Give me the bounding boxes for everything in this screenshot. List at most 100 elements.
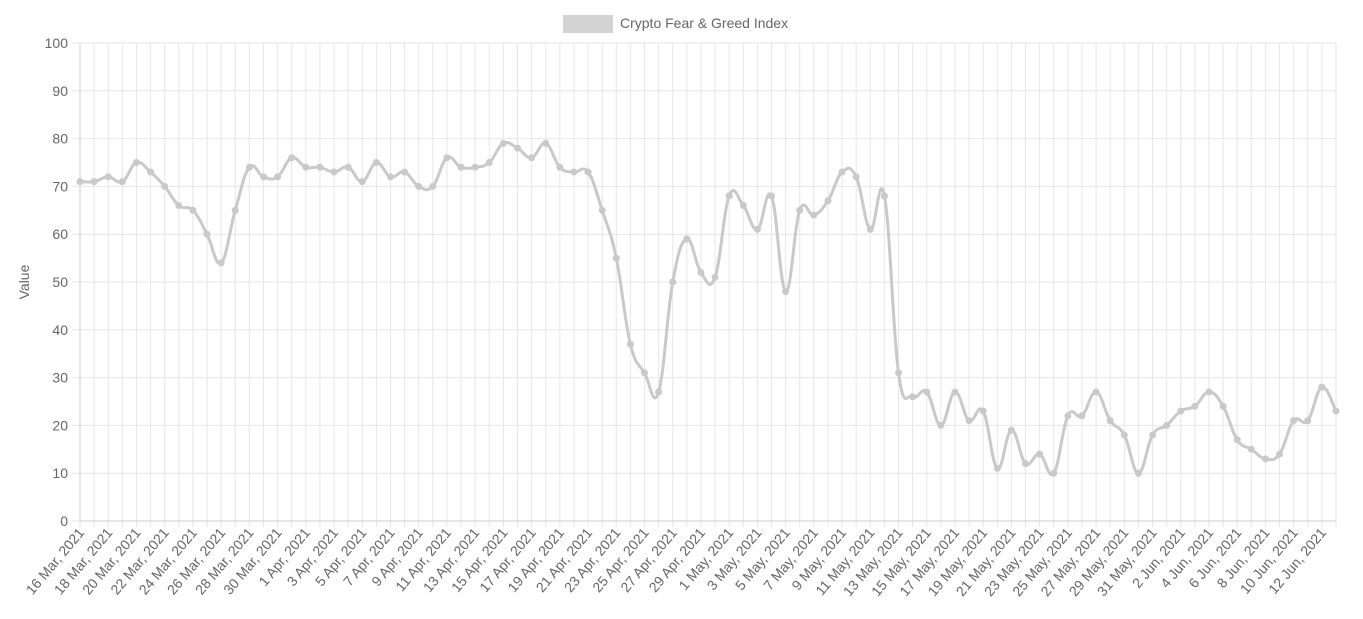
data-point[interactable] (1205, 388, 1213, 396)
data-point[interactable] (1247, 445, 1255, 453)
data-point[interactable] (189, 206, 197, 214)
data-point[interactable] (457, 163, 465, 171)
data-point[interactable] (372, 159, 380, 166)
data-point[interactable] (1304, 417, 1312, 425)
y-tick-label: 20 (52, 417, 68, 433)
data-point[interactable] (513, 144, 521, 152)
data-point[interactable] (1276, 450, 1284, 458)
legend-label: Crypto Fear & Greed Index (620, 15, 788, 31)
data-point[interactable] (683, 235, 691, 243)
data-point[interactable] (1064, 412, 1072, 420)
data-point[interactable] (231, 206, 239, 214)
data-point[interactable] (104, 173, 112, 181)
data-point[interactable] (1134, 469, 1142, 477)
data-point[interactable] (824, 197, 832, 205)
data-point[interactable] (655, 388, 663, 396)
y-tick-label: 60 (52, 226, 68, 242)
data-point[interactable] (937, 421, 945, 429)
data-point[interactable] (866, 225, 874, 233)
data-point[interactable] (725, 192, 733, 200)
data-point[interactable] (923, 388, 931, 396)
data-point[interactable] (1092, 388, 1100, 396)
data-point[interactable] (330, 168, 338, 176)
data-point[interactable] (753, 225, 761, 233)
data-point[interactable] (796, 206, 804, 214)
data-point[interactable] (499, 139, 507, 147)
data-point[interactable] (1007, 426, 1015, 434)
data-point[interactable] (626, 340, 634, 348)
data-point[interactable] (909, 393, 917, 401)
data-point[interactable] (147, 168, 155, 176)
y-tick-label: 10 (52, 465, 68, 481)
data-point[interactable] (1149, 431, 1157, 439)
data-point[interactable] (316, 163, 324, 171)
data-point[interactable] (1177, 407, 1185, 415)
data-point[interactable] (640, 369, 648, 377)
data-point[interactable] (965, 417, 973, 425)
data-point[interactable] (1318, 383, 1326, 391)
data-point[interactable] (217, 259, 225, 267)
data-point[interactable] (471, 163, 479, 171)
data-point[interactable] (895, 369, 903, 377)
data-point[interactable] (838, 168, 846, 176)
data-point[interactable] (810, 211, 818, 219)
data-point[interactable] (542, 139, 550, 147)
data-point[interactable] (598, 206, 606, 214)
data-point[interactable] (1332, 407, 1340, 415)
data-point[interactable] (1050, 469, 1058, 477)
data-point[interactable] (612, 254, 620, 262)
data-point[interactable] (1219, 402, 1227, 410)
data-point[interactable] (132, 159, 140, 166)
data-point[interactable] (1261, 455, 1269, 463)
legend-swatch (563, 15, 613, 33)
data-point[interactable] (993, 464, 1001, 472)
data-point[interactable] (76, 178, 84, 186)
data-point[interactable] (401, 168, 409, 176)
data-point[interactable] (979, 407, 987, 415)
data-point[interactable] (386, 173, 394, 181)
data-point[interactable] (1163, 421, 1171, 429)
data-point[interactable] (203, 230, 211, 238)
data-point[interactable] (1022, 460, 1030, 468)
data-point[interactable] (1120, 431, 1128, 439)
data-point[interactable] (1078, 412, 1086, 420)
y-tick-label: 0 (60, 513, 68, 529)
data-point[interactable] (1290, 417, 1298, 425)
data-point[interactable] (669, 278, 677, 286)
data-point[interactable] (768, 192, 776, 200)
data-point[interactable] (782, 288, 790, 296)
data-point[interactable] (259, 173, 267, 181)
data-point[interactable] (245, 163, 253, 171)
data-point[interactable] (429, 182, 437, 190)
data-point[interactable] (485, 159, 493, 166)
data-point[interactable] (697, 268, 705, 276)
data-point[interactable] (951, 388, 959, 396)
data-point[interactable] (570, 168, 578, 176)
y-tick-label: 40 (52, 322, 68, 338)
data-point[interactable] (1036, 450, 1044, 458)
data-point[interactable] (415, 182, 423, 190)
data-point[interactable] (1106, 417, 1114, 425)
data-point[interactable] (358, 178, 366, 186)
legend[interactable]: Crypto Fear & Greed Index (563, 15, 788, 33)
data-point[interactable] (739, 202, 747, 210)
data-point[interactable] (302, 163, 310, 171)
data-point[interactable] (852, 173, 860, 181)
data-point[interactable] (711, 273, 719, 281)
data-point[interactable] (118, 178, 126, 186)
data-point[interactable] (1191, 402, 1199, 410)
data-point[interactable] (175, 202, 183, 210)
data-point[interactable] (443, 154, 451, 162)
data-point[interactable] (880, 192, 888, 200)
data-point[interactable] (274, 173, 282, 181)
data-point[interactable] (556, 163, 564, 171)
data-point[interactable] (344, 163, 352, 171)
data-point[interactable] (528, 154, 536, 162)
data-point[interactable] (161, 182, 169, 190)
data-point[interactable] (288, 154, 296, 162)
data-point[interactable] (584, 168, 592, 176)
data-point[interactable] (90, 178, 98, 186)
data-point[interactable] (1233, 436, 1241, 444)
